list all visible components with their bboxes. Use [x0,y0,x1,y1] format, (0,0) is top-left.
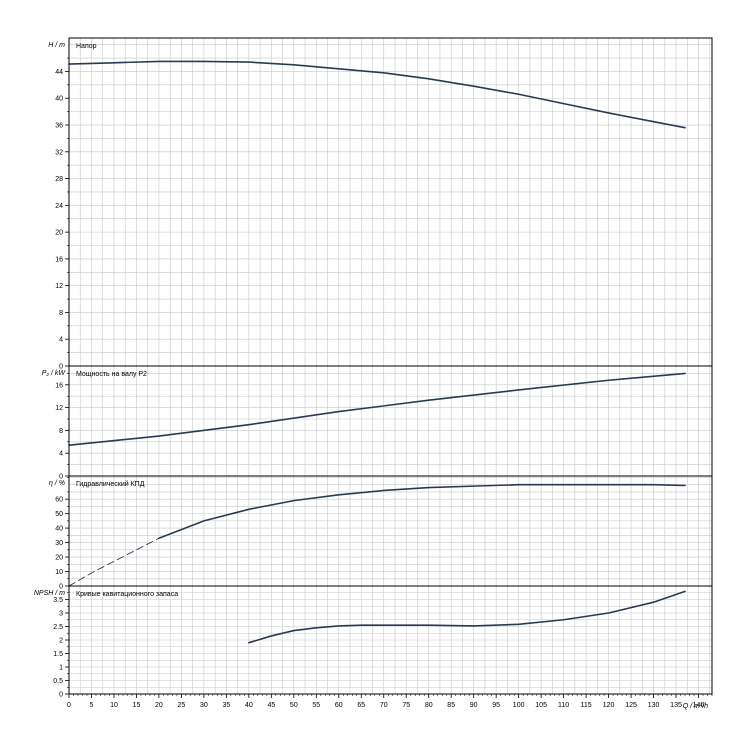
y-tick-label: 16 [55,256,63,263]
x-tick-label: 5 [90,702,94,709]
y-tick-label: 0 [59,364,63,371]
x-axis-label: Q / m³/h [683,703,708,710]
panel-title: Напор [76,43,97,50]
y-tick-label: 50 [55,511,63,518]
y-tick-label: 60 [55,497,63,504]
x-tick-label: 85 [447,702,455,709]
y-tick-label: 0.5 [53,678,63,685]
curves-layer [68,60,686,644]
x-tick-label: 70 [380,702,388,709]
y-tick-label: 20 [55,555,63,562]
x-tick-label: 50 [290,702,298,709]
x-tick-label: 135 [670,702,682,709]
series-line [68,372,686,447]
x-tick-label: 115 [581,702,592,709]
y-tick-label: 3 [59,611,63,618]
y-tick-label: 2.5 [53,624,63,631]
x-tick-label: 25 [178,702,186,709]
y-tick-label: 1 [59,665,63,672]
x-tick-label: 45 [267,702,275,709]
x-tick-label: 75 [402,702,410,709]
panel-title: Гидравлический КПД [76,480,145,488]
series-line [248,590,686,644]
panel-title: Мощность на валу P2 [76,371,147,378]
y-tick-label: 32 [55,149,63,156]
x-tick-label: 125 [625,702,637,709]
y-tick-label: 0 [59,474,63,481]
x-tick-label: 65 [357,702,365,709]
y-tick-label: 12 [55,283,63,290]
y-tick-label: 12 [55,405,63,412]
x-tick-label: 100 [513,702,525,709]
y-tick-label: 40 [55,96,63,103]
x-tick-label: 105 [535,702,547,709]
x-tick-label: 30 [200,702,208,709]
x-tick-label: 130 [648,702,660,709]
y-tick-label: 0 [59,692,63,699]
x-tick-label: 20 [155,702,163,709]
x-tick-label: 0 [67,702,71,709]
y-tick-label: 4 [59,337,63,344]
x-tick-label: 40 [245,702,253,709]
y-axis-label: η / % [49,480,65,487]
x-tick-label: 55 [312,702,320,709]
x-tick-label: 60 [335,702,343,709]
panel-frame [68,37,713,367]
series-line [158,483,686,540]
y-axis-label: H / m [48,42,65,49]
y-tick-label: 28 [55,176,63,183]
y-tick-label: 2 [59,638,63,645]
x-tick-label: 140 [693,702,705,709]
x-tick-label: 10 [110,702,118,709]
y-tick-label: 8 [59,310,63,317]
series-line [68,537,160,587]
y-tick-label: 30 [55,540,63,547]
y-tick-label: 0 [59,584,63,591]
y-tick-label: 3.5 [53,597,63,604]
x-tick-label: 90 [470,702,478,709]
series-line [68,60,686,129]
panel-title: Кривые кавитационного запаса [76,591,178,598]
y-tick-label: 40 [55,526,63,533]
y-tick-label: 4 [59,451,63,458]
y-tick-label: 10 [55,569,63,576]
y-tick-label: 8 [59,428,63,435]
y-tick-label: 24 [55,203,63,210]
frame-layer [65,37,713,698]
y-tick-label: 44 [55,69,63,76]
x-tick-label: 15 [133,702,141,709]
x-tick-label: 80 [425,702,433,709]
panel-frame [68,365,713,477]
x-tick-label: 110 [558,702,569,709]
x-tick-label: 95 [492,702,500,709]
y-tick-label: 36 [55,123,63,130]
y-tick-label: 1.5 [53,651,63,658]
panel-frame [68,475,713,587]
y-tick-label: 20 [55,230,63,237]
y-axis-label: NPSH / m [34,590,65,597]
x-tick-label: 35 [222,702,230,709]
y-tick-label: 16 [55,382,63,389]
x-tick-label: 120 [603,702,615,709]
y-axis-label: P₂ / kW [42,370,67,377]
